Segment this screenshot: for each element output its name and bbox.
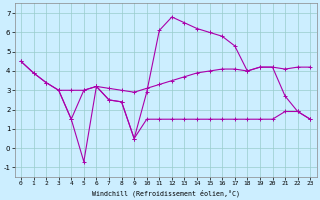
X-axis label: Windchill (Refroidissement éolien,°C): Windchill (Refroidissement éolien,°C) bbox=[92, 189, 240, 197]
